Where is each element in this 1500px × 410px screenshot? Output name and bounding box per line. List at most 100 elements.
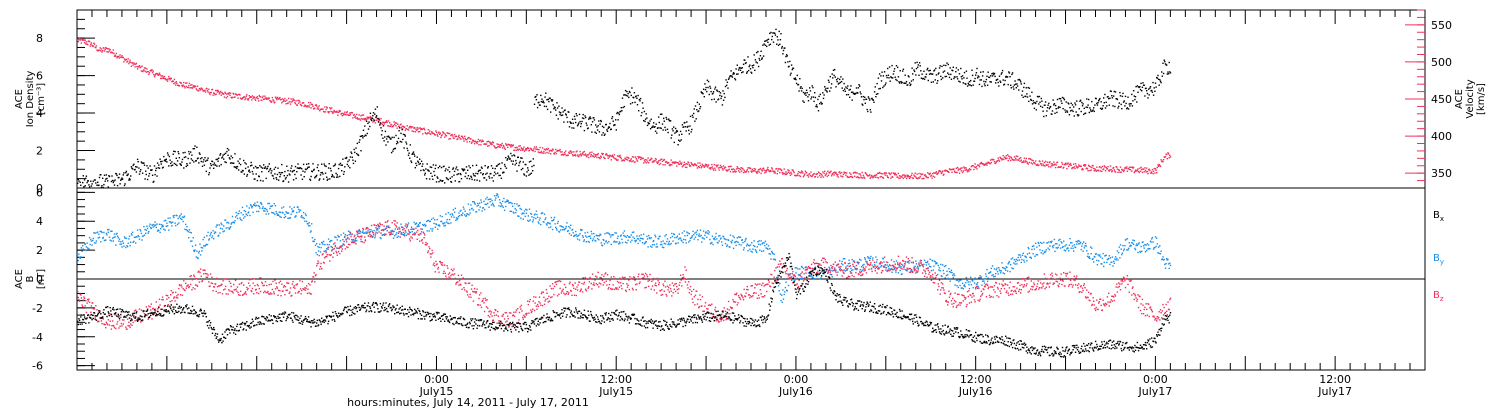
by-point bbox=[707, 230, 709, 232]
by-point bbox=[106, 234, 108, 236]
velocity-point bbox=[248, 98, 250, 100]
density-point bbox=[460, 173, 462, 176]
velocity-point bbox=[788, 169, 790, 172]
velocity-point bbox=[1128, 168, 1130, 171]
by-point bbox=[893, 260, 895, 263]
velocity-point bbox=[416, 126, 418, 129]
by-point bbox=[420, 231, 423, 233]
velocity-point bbox=[968, 168, 971, 170]
velocity-point bbox=[165, 78, 167, 80]
density-point bbox=[647, 121, 649, 124]
by-point bbox=[925, 264, 928, 266]
density-point bbox=[132, 164, 134, 167]
by-point bbox=[659, 243, 662, 246]
density-point bbox=[1002, 79, 1004, 81]
density-point bbox=[664, 126, 666, 129]
velocity-point bbox=[133, 63, 136, 65]
by-point bbox=[853, 260, 855, 262]
velocity-point bbox=[754, 170, 756, 172]
density-point bbox=[1169, 71, 1171, 73]
density-point bbox=[515, 162, 518, 164]
by-point bbox=[442, 222, 444, 224]
density-point bbox=[505, 167, 508, 169]
density-point bbox=[797, 83, 800, 86]
velocity-point bbox=[170, 77, 172, 80]
by-point bbox=[356, 240, 358, 242]
velocity-point bbox=[659, 162, 662, 165]
by-point bbox=[344, 235, 346, 238]
velocity-point bbox=[728, 168, 730, 171]
density-point bbox=[487, 166, 489, 168]
velocity-point bbox=[659, 159, 661, 161]
velocity-point bbox=[645, 162, 647, 164]
density-point bbox=[832, 77, 834, 79]
velocity-point bbox=[281, 98, 284, 100]
by-point bbox=[893, 268, 896, 270]
density-point bbox=[139, 170, 141, 173]
density-point bbox=[1035, 102, 1037, 105]
velocity-point bbox=[681, 162, 683, 164]
density-point bbox=[353, 148, 355, 151]
velocity-point bbox=[817, 176, 819, 178]
velocity-point bbox=[649, 158, 652, 161]
by-point bbox=[193, 250, 196, 253]
velocity-point bbox=[329, 107, 331, 109]
by-point bbox=[554, 223, 556, 225]
by-point bbox=[757, 241, 759, 243]
density-point bbox=[1111, 95, 1113, 97]
by-point bbox=[939, 270, 941, 272]
velocity-point bbox=[395, 125, 397, 127]
density-point bbox=[284, 170, 286, 173]
velocity-point bbox=[694, 163, 696, 165]
by-point bbox=[193, 249, 195, 252]
by-point bbox=[485, 198, 487, 200]
density-point bbox=[188, 150, 190, 153]
velocity-point bbox=[1151, 171, 1153, 173]
by-point bbox=[168, 229, 170, 231]
density-point bbox=[940, 78, 943, 81]
by-point bbox=[621, 238, 623, 241]
by-point bbox=[205, 243, 207, 246]
density-point bbox=[500, 177, 503, 179]
density-point bbox=[1136, 85, 1139, 87]
density-point bbox=[674, 127, 677, 130]
density-point bbox=[193, 161, 195, 163]
velocity-point bbox=[632, 160, 634, 162]
velocity-point bbox=[1166, 153, 1168, 155]
density-point bbox=[681, 133, 683, 135]
velocity-point bbox=[942, 174, 944, 176]
density-point bbox=[714, 88, 716, 90]
by-point bbox=[785, 281, 787, 283]
density-point bbox=[987, 71, 989, 73]
velocity-point bbox=[424, 132, 426, 134]
velocity-point bbox=[567, 154, 569, 156]
velocity-point bbox=[261, 97, 264, 99]
by-point bbox=[514, 208, 516, 210]
velocity-point bbox=[588, 153, 591, 155]
density-point bbox=[1011, 73, 1013, 76]
velocity-point bbox=[473, 143, 476, 145]
by-point bbox=[736, 237, 738, 239]
by-point bbox=[368, 228, 370, 231]
by-point bbox=[562, 226, 564, 228]
density-point bbox=[965, 70, 968, 72]
density-point bbox=[670, 137, 672, 139]
velocity-point bbox=[316, 105, 318, 107]
velocity-point bbox=[782, 172, 785, 174]
velocity-point bbox=[115, 55, 117, 57]
by-point bbox=[251, 207, 253, 209]
density-point bbox=[448, 171, 451, 173]
velocity-point bbox=[833, 174, 835, 176]
by-point bbox=[812, 276, 814, 279]
density-point bbox=[231, 157, 234, 159]
velocity-point bbox=[619, 154, 621, 157]
velocity-point bbox=[654, 160, 656, 162]
density-axis-tick-label: 8 bbox=[36, 32, 43, 45]
density-point bbox=[891, 64, 893, 67]
density-point bbox=[218, 157, 220, 159]
by-point bbox=[688, 241, 690, 243]
by-point bbox=[234, 216, 237, 218]
by-point bbox=[160, 227, 162, 230]
by-point bbox=[413, 221, 415, 224]
by-point bbox=[749, 244, 752, 246]
